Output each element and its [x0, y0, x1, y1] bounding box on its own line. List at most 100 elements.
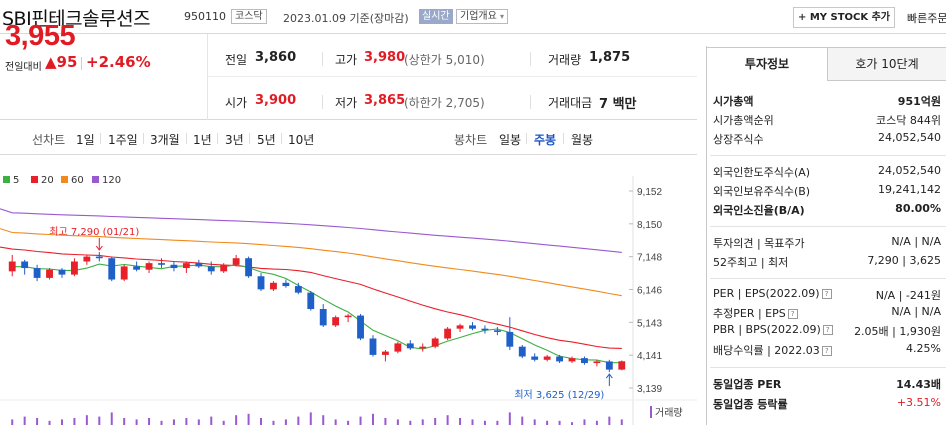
help-icon[interactable]: ?: [822, 325, 833, 335]
divider: [710, 278, 946, 279]
candle-body: [270, 282, 277, 290]
divider: [143, 133, 144, 144]
range-1y[interactable]: 1년: [193, 133, 212, 147]
company-overview-dropdown[interactable]: 기업개요 ▾: [456, 9, 509, 24]
volume-bar: [284, 419, 287, 425]
volume-bar: [85, 415, 88, 425]
stock-name: SBI핀테크솔루션즈: [2, 8, 151, 30]
y-tick-label: 9,152: [637, 187, 662, 198]
volume-legend-swatch: [650, 406, 652, 418]
candle-body: [618, 361, 626, 370]
volume-bar: [521, 416, 524, 425]
range-3y[interactable]: 3년: [225, 133, 244, 147]
high-value: 3,980: [364, 50, 406, 65]
y-tick-label: 4,141: [637, 351, 662, 362]
divider: [186, 133, 187, 144]
candle-body: [294, 286, 302, 293]
prev-close-label: 전일: [225, 53, 248, 67]
panel-row: 동일업종 등락률 +3.51%: [713, 396, 941, 411]
candle-weekly[interactable]: 주봉: [534, 133, 557, 147]
candle-body: [581, 358, 588, 364]
volume-bar: [11, 419, 14, 425]
range-1d[interactable]: 1일: [76, 133, 95, 147]
divider: [710, 226, 946, 227]
candle-body: [70, 261, 78, 275]
help-icon[interactable]: ?: [821, 289, 832, 299]
plus-icon: +: [797, 12, 807, 23]
volume-bar: [459, 418, 462, 425]
panel-row: 배당수익률 | 2022.03? 4.25%: [713, 342, 941, 357]
candle-body: [556, 356, 564, 362]
volume-bar: [434, 418, 437, 425]
range-5y[interactable]: 5년: [257, 133, 276, 147]
tab-order-book[interactable]: 호가 10단계: [827, 47, 946, 81]
volume-bar: [172, 419, 175, 425]
volume-bar: [148, 418, 151, 425]
candle-body: [593, 361, 601, 364]
candle-body: [133, 266, 141, 270]
range-10y[interactable]: 10년: [288, 133, 315, 147]
add-mystock-label: MY STOCK 추가: [809, 12, 891, 23]
candle-body: [543, 356, 551, 360]
candle-body: [58, 269, 66, 275]
volume-bar: [471, 419, 474, 425]
divider: [207, 34, 208, 120]
legend-swatch: [61, 176, 68, 183]
candle-body: [158, 263, 165, 265]
candle-body: [108, 258, 116, 280]
candlestick-chart[interactable]: 9,152 8,150 7,148 6,146 5,143 4,141 3,139 최고 7,…: [0, 156, 697, 425]
volume-label: 거래량: [548, 53, 582, 67]
tab-invest-info[interactable]: 투자정보: [707, 47, 827, 81]
panel-row: PER | EPS(2022.09)? N/A | -241원: [713, 287, 941, 302]
volume-bar: [260, 418, 263, 425]
volume-bar: [571, 422, 574, 425]
divider: [81, 57, 82, 70]
add-mystock-button[interactable]: + MY STOCK 추가: [793, 7, 895, 28]
y-tick-label: 8,150: [637, 220, 662, 231]
panel-row: 외국인보유주식수(B) 19,241,142: [713, 183, 941, 198]
panel-row: 외국인소진율(B/A) 80.00%: [713, 202, 941, 217]
candle-body: [419, 346, 427, 349]
candle-daily[interactable]: 일봉: [499, 133, 522, 147]
help-icon[interactable]: ?: [821, 346, 832, 356]
candle-body: [357, 315, 364, 339]
candle-body: [282, 282, 290, 287]
candle-body: [431, 338, 439, 347]
divider: [208, 76, 697, 77]
legend-ma60: 60: [61, 175, 84, 186]
volume-bar: [60, 419, 63, 425]
range-3m[interactable]: 3개월: [150, 133, 180, 147]
candle-body: [456, 325, 464, 329]
volume-bar: [197, 419, 200, 425]
realtime-button[interactable]: 실시간: [419, 9, 453, 24]
open-value: 3,900: [255, 93, 297, 108]
candle-monthly[interactable]: 월봉: [571, 133, 594, 147]
volume-bar: [23, 416, 26, 425]
candle-body: [444, 328, 452, 339]
divider: [563, 133, 564, 144]
open-label: 시가: [225, 96, 248, 110]
trade-value: 7 백만: [599, 97, 637, 112]
volume-bar: [222, 420, 225, 425]
candle-body: [232, 258, 240, 265]
range-1w[interactable]: 1주일: [108, 133, 138, 147]
candle-body: [95, 256, 103, 259]
volume-bar: [272, 420, 275, 425]
volume-bar: [98, 416, 101, 425]
candle-body: [245, 258, 253, 277]
legend-label: 120: [102, 175, 122, 186]
price-summary: [0, 34, 697, 120]
help-icon[interactable]: ?: [787, 309, 798, 319]
volume-bar: [620, 419, 623, 425]
change-percent: +2.46%: [86, 53, 151, 71]
volume-bar: [371, 413, 374, 425]
investment-panel: [706, 46, 946, 425]
low-label: 저가: [335, 96, 358, 110]
legend-swatch: [31, 176, 38, 183]
quick-order-link[interactable]: 빠른주문: [907, 12, 946, 25]
candle-body: [145, 263, 153, 270]
divider: [322, 95, 323, 109]
legend-label: 60: [71, 175, 84, 186]
volume-bar: [235, 415, 238, 425]
volume-label: 거래량: [655, 407, 683, 419]
